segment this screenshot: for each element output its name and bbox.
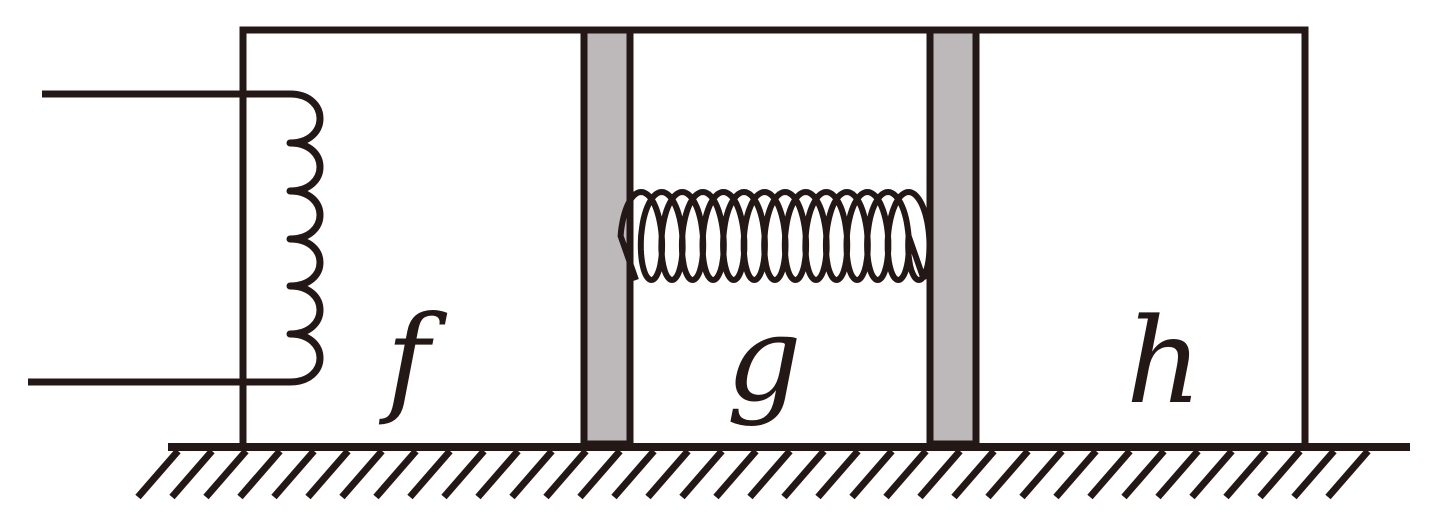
ground-hatch-line — [747, 448, 793, 500]
piston-right — [926, 26, 980, 448]
ground-hatch-line — [577, 448, 623, 500]
ground-hatch-line — [169, 448, 215, 500]
ground-hatch-line — [917, 448, 963, 500]
ground-hatch-line — [611, 448, 657, 500]
spring-icon — [617, 188, 933, 284]
ground-hatch-line — [271, 448, 317, 500]
ground-hatch-line — [305, 448, 351, 500]
ground-hatch-line — [475, 448, 521, 500]
ground-hatch-line — [951, 448, 997, 500]
ground-hatch-line — [679, 448, 725, 500]
ground-hatch-line — [1291, 448, 1337, 500]
ground-hatch-line — [1257, 448, 1303, 500]
ground-hatch-line — [407, 448, 453, 500]
ground-hatch-line — [781, 448, 827, 500]
ground-hatch-line — [713, 448, 759, 500]
container-outline — [239, 26, 1309, 444]
ground-hatch-line — [509, 448, 555, 500]
heating-coil-icon — [28, 90, 324, 386]
ground-hatch-line — [1223, 448, 1269, 500]
ground-hatch-line — [1189, 448, 1235, 500]
hatched-ground-icon — [135, 448, 1371, 500]
coil-loops — [286, 90, 324, 386]
ground-hatch-line — [985, 448, 1031, 500]
ground-hatch-line — [203, 448, 249, 500]
ground-hatch-line — [1087, 448, 1133, 500]
chamber-label-g: g — [726, 290, 802, 428]
ground-hatch-line — [1325, 448, 1371, 500]
ground-hatch-line — [373, 448, 419, 500]
ground-hatch-line — [849, 448, 895, 500]
ground-hatch-line — [1121, 448, 1167, 500]
ground-hatch-line — [237, 448, 283, 500]
ground-hatch-line — [339, 448, 385, 500]
ground-hatch-line — [1155, 448, 1201, 500]
ground-hatch-line — [1019, 448, 1065, 500]
ground-hatch-line — [815, 448, 861, 500]
ground-hatch-line — [645, 448, 691, 500]
ground-hatch-line — [1053, 448, 1099, 500]
ground-hatch-line — [883, 448, 929, 500]
ground-hatch-line — [441, 448, 487, 500]
chamber-label-f: f — [378, 290, 448, 428]
chamber-label-h: h — [1126, 292, 1202, 430]
ground-hatch-line — [543, 448, 589, 500]
ground-hatch-line — [135, 448, 181, 500]
